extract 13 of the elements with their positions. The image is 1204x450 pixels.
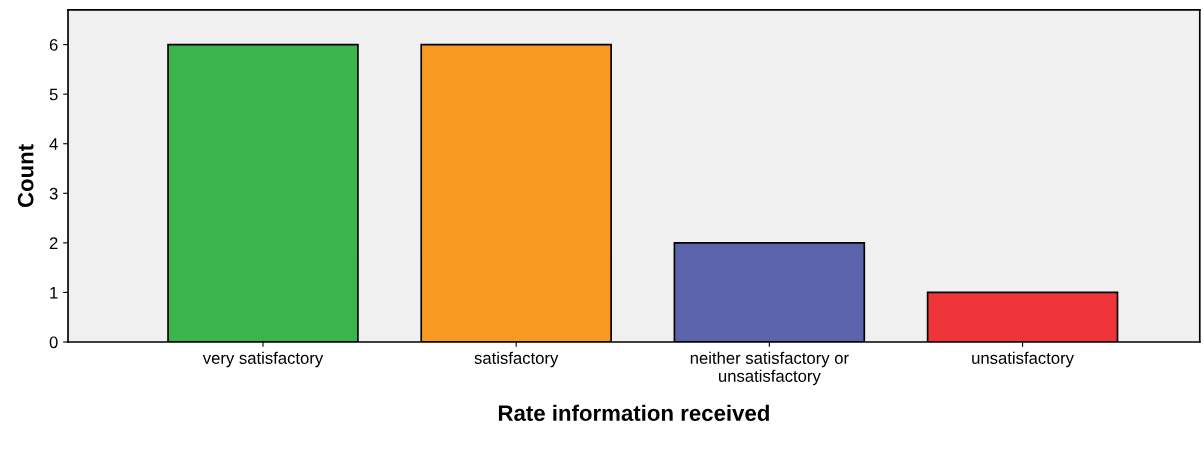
x-tick-label: unsatisfactory: [972, 351, 1074, 368]
x-axis-title: Rate information received: [498, 404, 769, 421]
x-tick-label: neither satisfactory or unsatisfactory: [690, 351, 849, 386]
y-tick-label: 6: [49, 39, 58, 51]
y-tick-label: 3: [49, 187, 58, 200]
x-tick-label: satisfactory: [474, 351, 559, 368]
y-tick-label: 1: [50, 287, 58, 299]
y-axis-title: Count: [17, 144, 34, 208]
y-tick-label: 5: [49, 88, 58, 101]
y-tick-label: 4: [49, 138, 58, 150]
x-tick-label: very satisfactory: [202, 351, 324, 368]
y-tick-label: 2: [49, 237, 58, 249]
y-tick-label: 0: [49, 336, 58, 349]
